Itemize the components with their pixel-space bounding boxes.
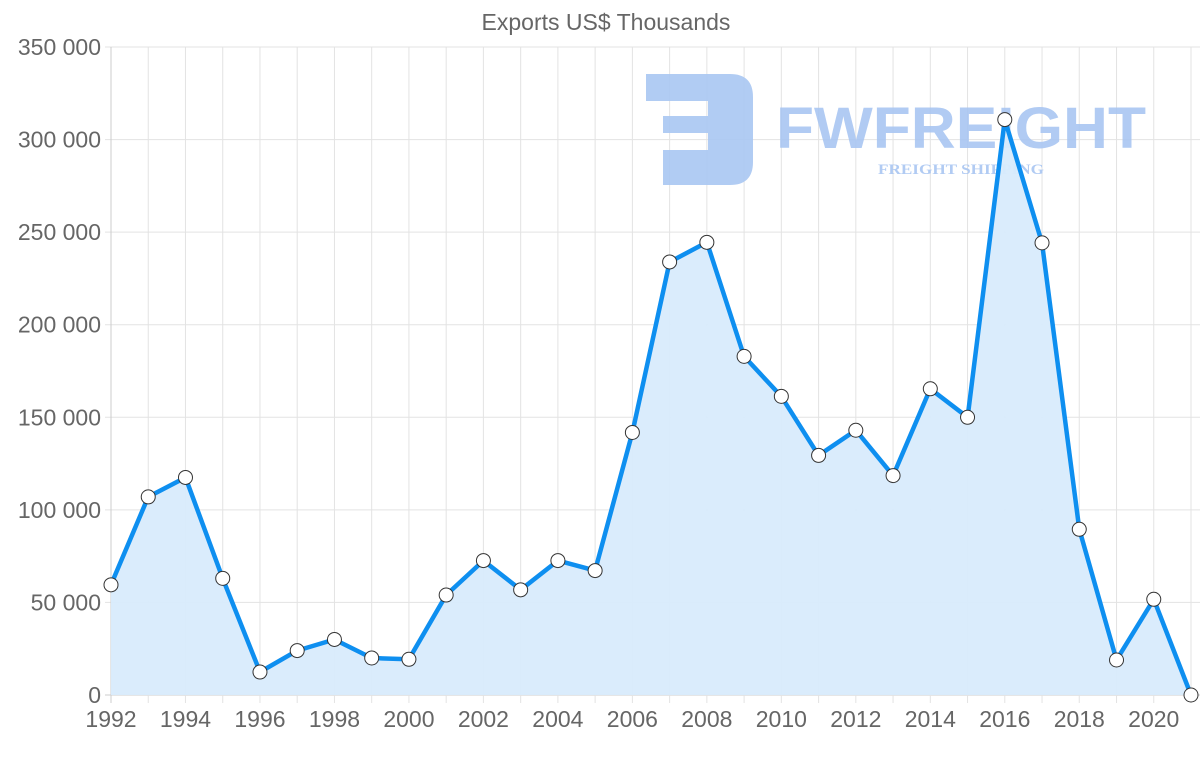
y-tick-label: 200 000 bbox=[18, 312, 101, 338]
data-point[interactable] bbox=[587, 563, 603, 579]
x-tick-label: 2010 bbox=[756, 706, 807, 732]
data-point[interactable] bbox=[289, 643, 305, 659]
data-point[interactable] bbox=[699, 234, 715, 250]
data-point[interactable] bbox=[513, 582, 529, 598]
fw-logo-icon bbox=[646, 74, 753, 185]
data-point[interactable] bbox=[326, 631, 342, 647]
y-tick-label: 100 000 bbox=[18, 497, 101, 523]
data-points bbox=[103, 112, 1199, 703]
x-tick-label: 2006 bbox=[607, 706, 658, 732]
y-tick-label: 150 000 bbox=[18, 404, 101, 430]
data-point[interactable] bbox=[960, 409, 976, 425]
data-point[interactable] bbox=[662, 254, 678, 270]
y-tick-label: 300 000 bbox=[18, 127, 101, 153]
data-point[interactable] bbox=[140, 489, 156, 505]
data-point[interactable] bbox=[252, 664, 268, 680]
data-point[interactable] bbox=[401, 651, 417, 667]
data-point[interactable] bbox=[773, 388, 789, 404]
y-tick-label: 0 bbox=[88, 682, 101, 708]
data-point[interactable] bbox=[997, 112, 1013, 128]
data-point[interactable] bbox=[848, 422, 864, 438]
data-point[interactable] bbox=[364, 650, 380, 666]
data-point[interactable] bbox=[885, 468, 901, 484]
data-point[interactable] bbox=[438, 587, 454, 603]
data-point[interactable] bbox=[922, 381, 938, 397]
x-tick-label: 2012 bbox=[830, 706, 881, 732]
x-tick-label: 1992 bbox=[85, 706, 136, 732]
data-point[interactable] bbox=[1183, 687, 1199, 703]
y-axis: 0 50 000 100 000 150 000 200 000 250 000 300 0… bbox=[18, 34, 101, 708]
x-tick-label: 1998 bbox=[309, 706, 360, 732]
x-tick-label: 2000 bbox=[383, 706, 434, 732]
x-tick-label: 2014 bbox=[905, 706, 956, 732]
x-tick-label: 1996 bbox=[234, 706, 285, 732]
x-tick-label: 2020 bbox=[1128, 706, 1179, 732]
x-tick-label: 2004 bbox=[532, 706, 583, 732]
data-point[interactable] bbox=[624, 424, 640, 440]
watermark-logo: FWFREIGHT FREIGHT SHIPPING bbox=[646, 74, 1146, 185]
y-tick-label: 50 000 bbox=[31, 589, 101, 615]
x-tick-label: 1994 bbox=[160, 706, 211, 732]
data-point[interactable] bbox=[1109, 652, 1125, 668]
data-point[interactable] bbox=[103, 577, 119, 593]
data-point[interactable] bbox=[1071, 521, 1087, 537]
data-point[interactable] bbox=[177, 469, 193, 485]
y-tick-label: 350 000 bbox=[18, 34, 101, 60]
data-point[interactable] bbox=[736, 348, 752, 364]
x-tick-label: 2016 bbox=[979, 706, 1030, 732]
x-tick-label: 2002 bbox=[458, 706, 509, 732]
data-point[interactable] bbox=[811, 447, 827, 463]
x-tick-label: 2008 bbox=[681, 706, 732, 732]
y-tick-label: 250 000 bbox=[18, 219, 101, 245]
data-point[interactable] bbox=[475, 553, 491, 569]
chart-title: Exports US$ Thousands bbox=[482, 9, 731, 35]
data-point[interactable] bbox=[1034, 235, 1050, 251]
data-point[interactable] bbox=[215, 570, 231, 586]
data-point[interactable] bbox=[550, 553, 566, 569]
x-axis: 1992 1994 1996 1998 2000 2002 2004 2006 2008 2010… bbox=[85, 706, 1179, 732]
data-point[interactable] bbox=[1146, 591, 1162, 607]
series-exports bbox=[103, 112, 1199, 703]
x-tick-label: 2018 bbox=[1054, 706, 1105, 732]
area-fill bbox=[111, 119, 1191, 696]
watermark-brand: FWFREIGHT bbox=[776, 96, 1146, 161]
